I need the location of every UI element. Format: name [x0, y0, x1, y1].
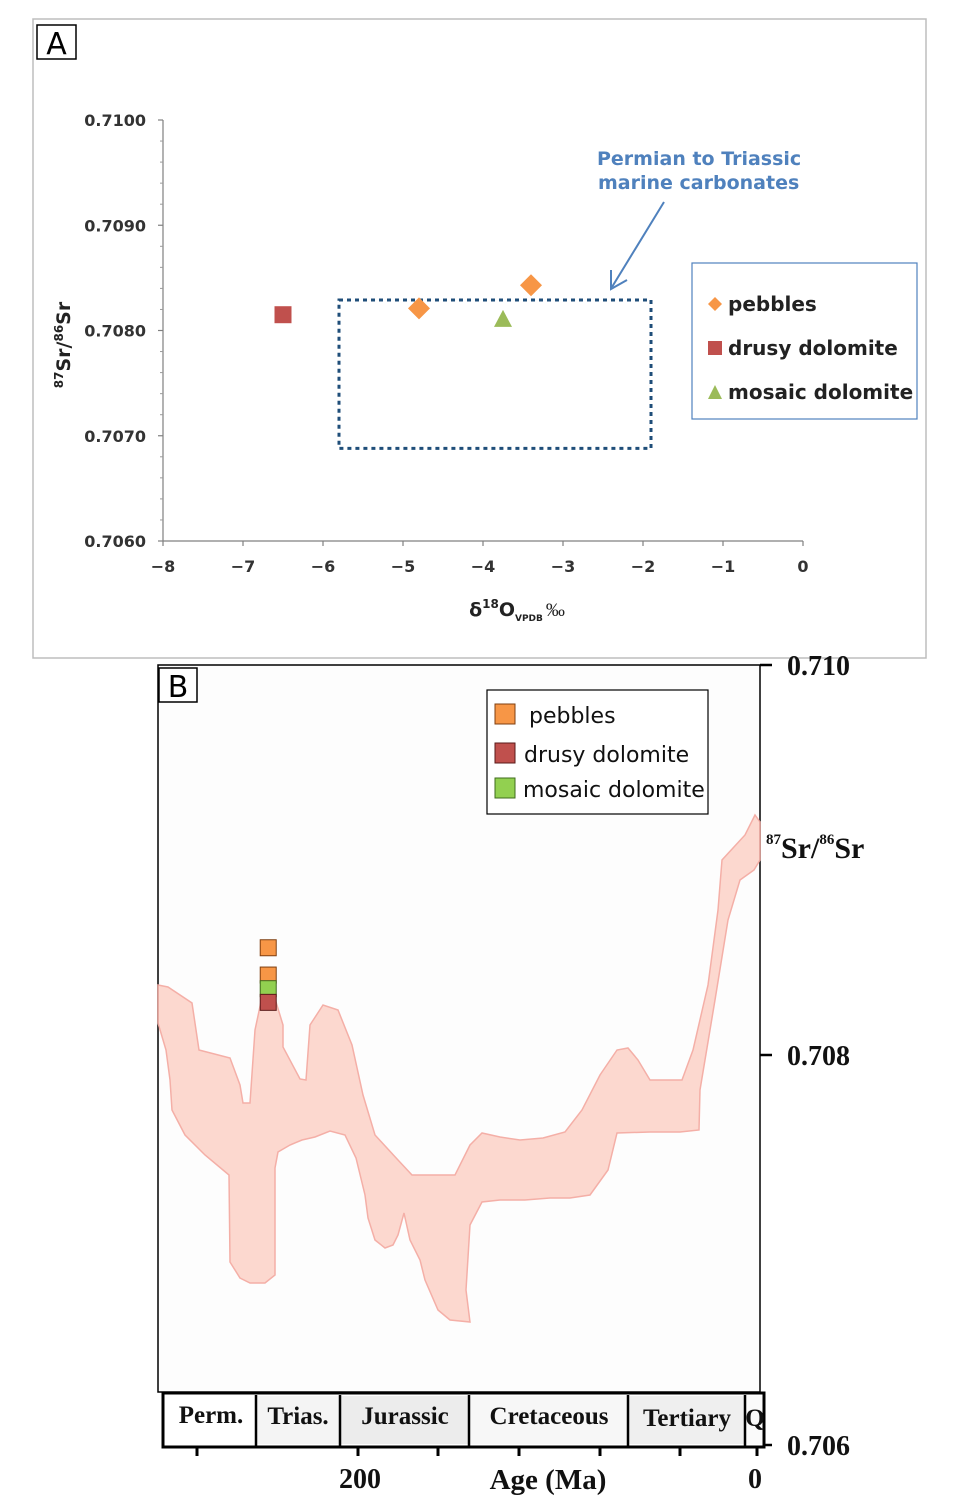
a-annotation-line1: Permian to Triassic	[597, 148, 801, 170]
b-period-cell-jurassic	[340, 1396, 469, 1444]
a-x-tick-label: −6	[311, 557, 336, 576]
a-annotation-line2: marine carbonates	[598, 172, 799, 194]
a-ylabel-sup1: 87	[52, 372, 66, 389]
a-y-tick-label: 0.7070	[84, 427, 146, 446]
a-ylabel-sup2: 86	[52, 325, 66, 342]
a-ylabel-post: Sr	[53, 301, 75, 325]
a-xlabel-sub: VPDB	[515, 614, 543, 624]
a-point-pebbles	[520, 274, 542, 297]
b-y-tick-label: 0.708	[787, 1041, 850, 1072]
b-legend-drusy: drusy dolomite	[524, 743, 689, 768]
a-legend-drusy: drusy dolomite	[728, 336, 898, 360]
b-legend-box	[486, 689, 709, 815]
a-legend-box	[691, 262, 918, 420]
a-x-ticks: −8 −7 −6 −5 −4 −3 −2 −1 0	[151, 541, 809, 576]
b-markers	[259, 939, 277, 1011]
b-legend: pebbles drusy dolomite mosaic dolomite	[486, 689, 709, 815]
a-point-drusy-dolomite	[274, 306, 292, 324]
b-axis-mid: Sr/	[781, 832, 820, 865]
a-ylabel-mid: Sr/	[53, 341, 75, 371]
a-markers	[274, 274, 542, 327]
b-point-pebbles	[259, 939, 277, 957]
b-legend-mosaic: mosaic dolomite	[523, 778, 705, 803]
a-legend-pebbles: pebbles	[728, 292, 817, 316]
b-legend-drusy-marker	[494, 742, 516, 764]
a-y-ticks: 0.7060 0.7070 0.7080 0.7090 0.7100	[84, 111, 163, 551]
a-point-mosaic-dolomite	[494, 309, 512, 327]
a-legend-mosaic-marker	[708, 385, 722, 399]
b-period-cell-trias	[256, 1396, 340, 1444]
a-point-pebbles	[408, 297, 430, 320]
b-period-trias: Trias.	[267, 1403, 328, 1430]
b-y-tick-label: 0.706	[787, 1431, 850, 1462]
a-y-tick-label: 0.7080	[84, 322, 146, 341]
a-x-tick-label: 0	[797, 557, 808, 576]
a-x-tick-label: −4	[471, 557, 496, 576]
a-annotation-arrow-shaft	[611, 201, 665, 288]
b-period-cell-cretaceous	[469, 1396, 628, 1444]
a-x-tick-label: −7	[231, 557, 256, 576]
b-period-cell-q	[745, 1396, 762, 1444]
a-y-tick-label: 0.7090	[84, 216, 146, 235]
a-xlabel-delta: δ	[469, 599, 482, 621]
a-xlabel-unit: ‰	[546, 600, 565, 621]
b-y-ticks: 0.706 0.708 0.710	[760, 651, 850, 1462]
b-period-tertiary: Tertiary	[643, 1405, 731, 1432]
b-point-drusy-dolomite	[259, 993, 277, 1011]
b-right-axis-label: 87Sr/86Sr	[766, 832, 864, 865]
panel-a-label: A	[46, 27, 67, 62]
a-x-tick-label: −8	[151, 557, 176, 576]
panel-b-label-box	[158, 667, 198, 703]
b-age-tick-label-0: 0	[748, 1464, 762, 1495]
b-age-tick-label-200: 200	[339, 1464, 381, 1495]
b-y-tick-label: 0.710	[787, 651, 850, 682]
a-x-tick-label: −1	[711, 557, 736, 576]
panel-b: B pebbles drusy dolomite mosaic dolomite…	[157, 651, 864, 1496]
b-axis-sup2: 86	[819, 832, 835, 848]
b-period-perm: Perm.	[179, 1402, 244, 1429]
a-y-axis-label: 87Sr/86Sr	[52, 301, 75, 388]
b-age-axis-label: Age (Ma)	[490, 1464, 607, 1496]
b-axis-sup1: 87	[766, 832, 782, 848]
a-x-tick-label: −3	[551, 557, 576, 576]
a-annotation-arrow-head	[610, 270, 628, 291]
a-x-tick-label: −2	[631, 557, 656, 576]
b-legend-pebbles: pebbles	[529, 704, 616, 729]
a-xlabel-o: O	[499, 599, 515, 621]
a-legend-pebbles-marker	[708, 297, 722, 311]
a-marine-carbonates-box	[337, 298, 653, 450]
a-legend-mosaic: mosaic dolomite	[728, 380, 913, 404]
b-period-q: Q	[745, 1405, 764, 1432]
a-x-axis-label: δ18OVPDB ‰	[469, 597, 565, 624]
b-period-cretaceous: Cretaceous	[490, 1403, 609, 1430]
a-x-tick-label: −5	[391, 557, 416, 576]
b-period-bar: Perm. Trias. Jurassic Cretaceous Tertiar…	[161, 1391, 766, 1496]
a-legend-drusy-marker	[708, 341, 722, 355]
b-axis-post: Sr	[834, 832, 864, 865]
b-legend-pebbles-marker	[494, 703, 516, 725]
a-xlabel-sup: 18	[482, 597, 499, 611]
a-legend: pebbles drusy dolomite mosaic dolomite	[691, 262, 918, 420]
a-y-tick-label: 0.7100	[84, 111, 146, 130]
panel-a-label-box	[36, 24, 77, 60]
b-seawater-sr-curve-band	[157, 813, 761, 1323]
b-legend-mosaic-marker	[494, 777, 516, 799]
b-period-cell-tertiary	[628, 1396, 745, 1444]
b-period-jurassic: Jurassic	[361, 1403, 449, 1430]
a-y-tick-label: 0.7060	[84, 532, 146, 551]
panel-b-label: B	[168, 670, 189, 705]
b-period-cell-perm	[165, 1396, 256, 1444]
